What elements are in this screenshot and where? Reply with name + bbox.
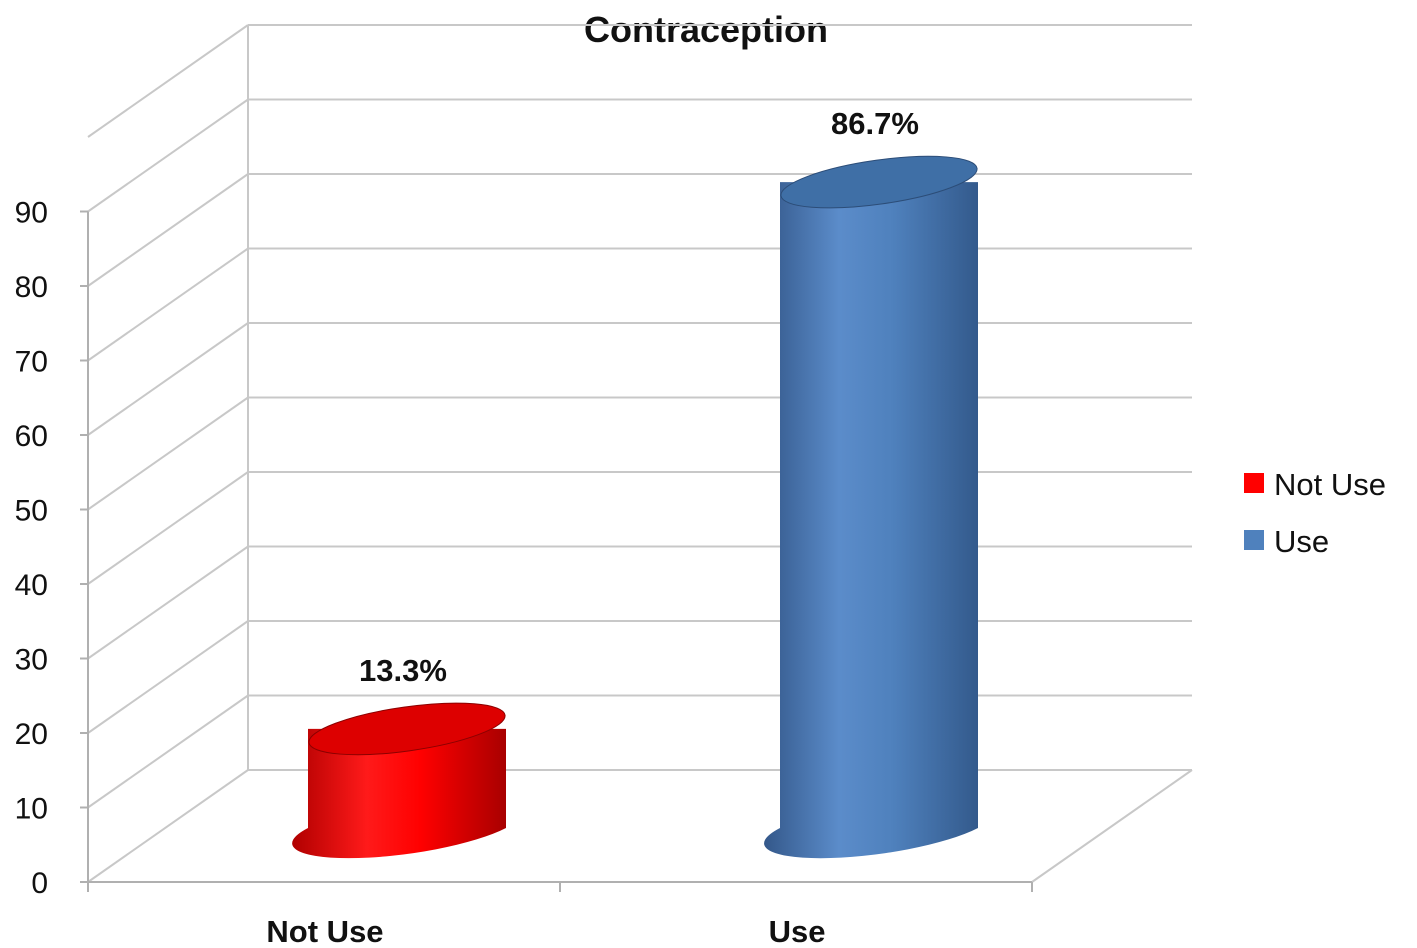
legend-swatch — [1244, 473, 1264, 493]
y-tick-label: 40 — [15, 569, 48, 602]
gridline-side — [87, 98, 249, 213]
gridline-side — [87, 471, 249, 585]
gridline-side — [87, 322, 249, 436]
gridline-side — [87, 620, 249, 734]
legend-swatch — [1244, 530, 1264, 550]
x-tick-label: Not Use — [266, 914, 383, 948]
data-label: 13.3% — [359, 653, 447, 688]
y-tick-label: 80 — [15, 271, 48, 304]
y-tick-label: 90 — [15, 197, 48, 230]
y-tick-label: 50 — [15, 495, 48, 528]
y-axis-ticks: 0 10 20 30 40 50 60 70 80 90 — [15, 197, 48, 901]
bar-top-cap — [308, 702, 506, 756]
y-tick-label: 60 — [15, 420, 48, 453]
legend: Not Use Use — [1244, 467, 1386, 559]
x-axis-labels: Not Use Use — [266, 914, 825, 948]
legend-label: Not Use — [1274, 467, 1386, 502]
gridline-side — [87, 173, 249, 287]
legend-item-not-use: Not Use — [1244, 467, 1386, 502]
gridline-side — [87, 769, 249, 883]
gridline-side — [87, 545, 249, 660]
bars — [292, 155, 978, 859]
gridlines — [87, 24, 1193, 883]
gridline-side — [87, 694, 249, 809]
y-tick-label: 70 — [15, 346, 48, 379]
x-tick-label: Use — [769, 914, 826, 948]
legend-item-use: Use — [1244, 524, 1329, 559]
y-tick-label: 10 — [15, 793, 48, 826]
data-labels: 13.3% 86.7% — [359, 106, 919, 688]
legend-label: Use — [1274, 524, 1329, 559]
floor-edge — [1031, 769, 1193, 883]
gridline-side — [87, 24, 249, 138]
bar-top-cap — [780, 155, 978, 209]
chart-title: Contraception — [584, 9, 828, 50]
bar-body — [292, 728, 506, 859]
axes — [80, 210, 1033, 892]
bar-use — [764, 155, 978, 859]
y-tick-label: 20 — [15, 718, 48, 751]
bar-not-use — [292, 702, 506, 859]
gridline-side — [87, 247, 249, 362]
bar-body — [764, 182, 978, 859]
y-tick-label: 30 — [15, 644, 48, 677]
data-label: 86.7% — [831, 106, 919, 141]
gridline-side — [87, 396, 249, 511]
y-tick-label: 0 — [31, 867, 48, 900]
